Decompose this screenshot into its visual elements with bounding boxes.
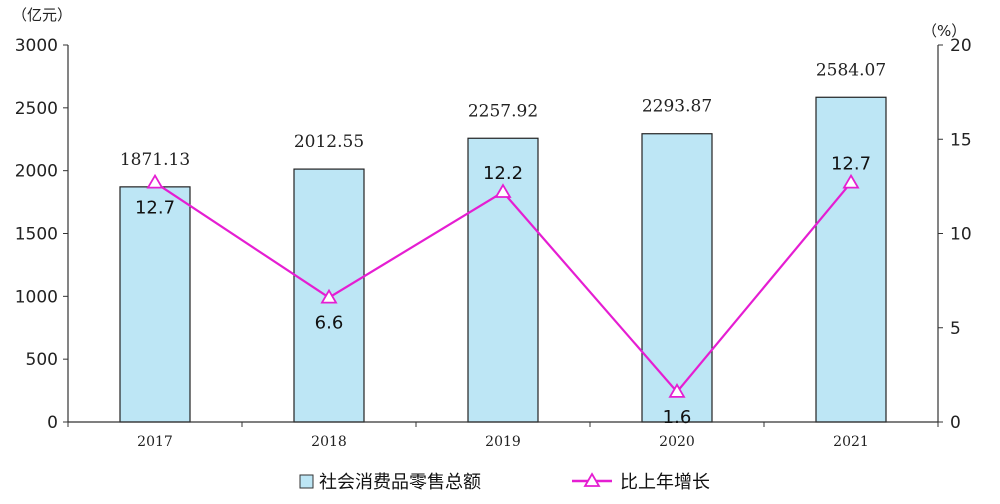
left-tick-label: 1500: [15, 225, 58, 245]
growth-value-label: 1.6: [663, 407, 692, 428]
triangle-marker: [494, 183, 512, 198]
left-axis-ticks: 0 500 1000 1500 2000 2500 3000: [15, 36, 68, 433]
left-tick-label: 1000: [15, 287, 58, 307]
right-tick-label: 20: [950, 36, 972, 56]
growth-value-label: 12.7: [135, 198, 175, 219]
triangle-marker: [842, 173, 860, 189]
right-tick-label: 10: [950, 225, 972, 245]
legend-triangle-marker: [583, 472, 601, 487]
bar-value-label: 2012.55: [294, 132, 364, 152]
left-tick-label: 2500: [15, 99, 58, 119]
x-tick-label: 2018: [311, 434, 347, 450]
x-tick-label: 2019: [485, 434, 521, 450]
legend-bar-label: 社会消费品零售总额: [319, 472, 481, 493]
triangle-marker: [668, 383, 686, 398]
growth-value-label: 12.7: [831, 154, 871, 175]
right-axis-unit: （%）: [922, 22, 966, 40]
x-tick-label: 2021: [833, 434, 869, 450]
line-labels: 12.7 6.6 12.2 1.6 12.7: [135, 154, 871, 428]
legend-line-label: 比上年增长: [620, 472, 710, 493]
bar: [119, 186, 191, 423]
x-axis-ticks: 2017 2018 2019 2020 2021: [67, 422, 939, 450]
bar: [815, 96, 887, 423]
right-tick-label: 5: [950, 319, 961, 339]
right-tick-label: 0: [950, 413, 961, 433]
bars: [119, 96, 887, 423]
bar-value-label: 2293.87: [642, 97, 712, 117]
bar-value-label: 2584.07: [816, 60, 886, 80]
right-tick-label: 15: [950, 130, 972, 150]
growth-value-label: 6.6: [315, 313, 344, 334]
x-tick-label: 2020: [659, 434, 695, 450]
bar-value-label: 1871.13: [120, 150, 190, 170]
bar: [641, 133, 713, 423]
axes: [67, 45, 939, 423]
line-series: [146, 173, 860, 398]
left-tick-label: 500: [26, 350, 58, 370]
bar-labels: 1871.13 2012.55 2257.92 2293.87 2584.07: [120, 60, 886, 170]
right-axis-ticks: 0 5 10 15 20: [938, 36, 972, 433]
left-tick-label: 2000: [15, 162, 58, 182]
bar-value-label: 2257.92: [468, 101, 538, 121]
left-tick-label: 0: [47, 413, 58, 433]
left-tick-label: 3000: [15, 36, 58, 56]
triangle-marker: [320, 288, 338, 304]
x-tick-label: 2017: [137, 434, 173, 450]
left-axis-unit: （亿元）: [12, 6, 72, 24]
growth-value-label: 12.2: [483, 163, 523, 184]
triangle-marker: [146, 173, 164, 189]
legend-bar-swatch: [299, 474, 314, 489]
legend: 社会消费品零售总额 比上年增长: [299, 472, 710, 493]
